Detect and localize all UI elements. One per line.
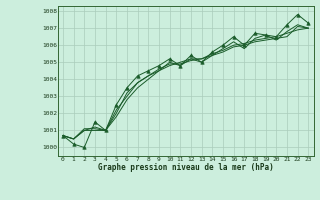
X-axis label: Graphe pression niveau de la mer (hPa): Graphe pression niveau de la mer (hPa) (98, 163, 274, 172)
